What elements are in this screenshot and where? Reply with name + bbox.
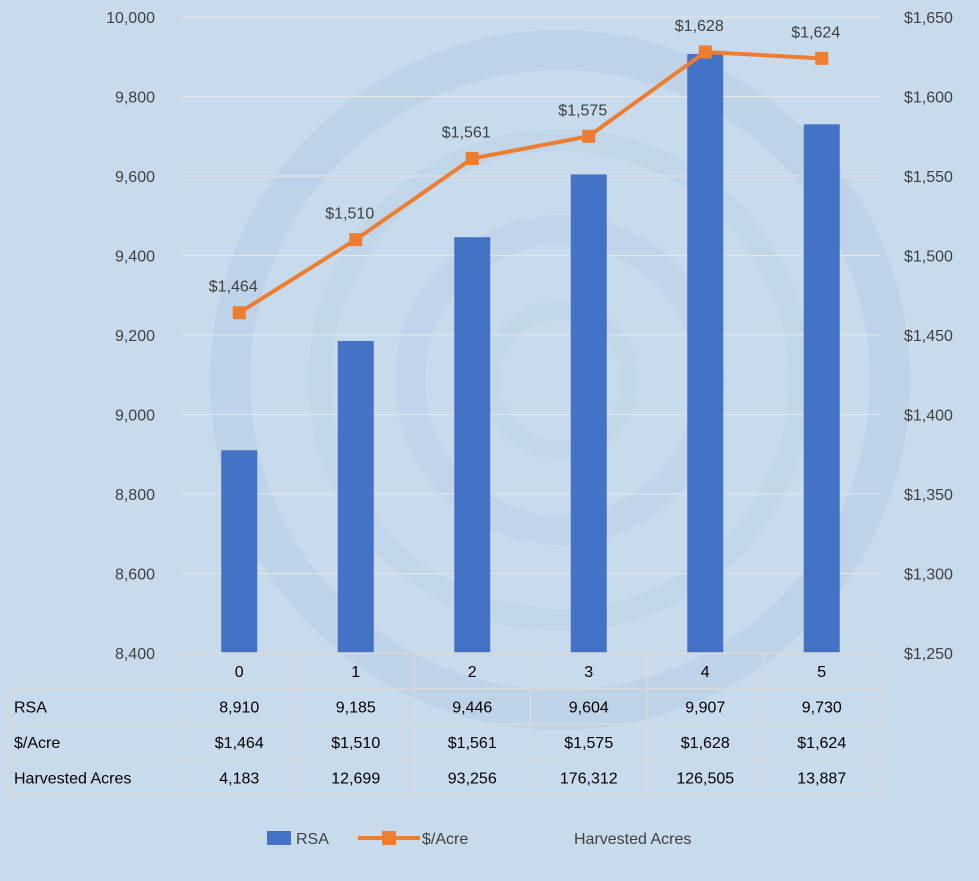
right-axis-tick-label: $1,550 bbox=[904, 169, 953, 186]
table-cell: 9,907 bbox=[685, 700, 725, 717]
bar-rsa bbox=[337, 340, 374, 653]
gridlines bbox=[181, 16, 880, 654]
category-label: 0 bbox=[235, 664, 244, 681]
line-point bbox=[582, 129, 596, 143]
legend-swatch-rsa bbox=[267, 831, 291, 845]
right-axis-tick-label: $1,650 bbox=[904, 10, 953, 27]
table-cell: 93,256 bbox=[448, 771, 497, 788]
right-axis-tick-label: $1,500 bbox=[904, 249, 953, 266]
left-axis-tick-label: 9,000 bbox=[115, 408, 155, 425]
bar-rsa bbox=[803, 124, 840, 653]
legend: RSA $/Acre Harvested Acres bbox=[267, 831, 691, 848]
table-cell: 12,699 bbox=[331, 771, 380, 788]
table-cell: $1,464 bbox=[215, 735, 264, 752]
bar-rsa bbox=[570, 174, 607, 653]
left-axis-tick-label: 9,800 bbox=[115, 90, 155, 107]
left-axis-tick-label: 8,400 bbox=[115, 646, 155, 663]
table-cell: 9,446 bbox=[452, 700, 492, 717]
line-point bbox=[698, 45, 712, 59]
left-axis-tick-label: 8,800 bbox=[115, 487, 155, 504]
right-axis-tick-label: $1,450 bbox=[904, 328, 953, 345]
data-label-dollar-per-acre: $1,464 bbox=[209, 279, 258, 296]
table-cell: 13,887 bbox=[797, 771, 846, 788]
left-axis-tick-label: 10,000 bbox=[106, 10, 155, 27]
left-axis: 8,400 8,600 8,800 9,000 9,200 9,400 9,600 9,800… bbox=[106, 10, 155, 663]
data-table: 0 1 2 3 4 5 RSA 8,910 9,185 9,446 9,604 9,907 9,730 $… bbox=[7, 652, 881, 796]
table-cell: $1,561 bbox=[448, 735, 497, 752]
legend-label-rsa: RSA bbox=[296, 831, 329, 848]
table-cell: 9,730 bbox=[802, 700, 842, 717]
bars bbox=[221, 53, 840, 653]
category-label: 4 bbox=[701, 664, 710, 681]
table-cell: 9,185 bbox=[336, 700, 376, 717]
left-axis-tick-label: 8,600 bbox=[115, 567, 155, 584]
data-label-dollar-per-acre: $1,628 bbox=[675, 18, 724, 35]
category-label: 3 bbox=[584, 664, 593, 681]
line-point bbox=[349, 233, 363, 247]
left-axis-tick-label: 9,600 bbox=[115, 169, 155, 186]
line-series: $1,464 $1,510 $1,561 $1,575 $1,628 $1,624 bbox=[209, 18, 840, 320]
table-cell: 9,604 bbox=[569, 700, 609, 717]
data-label-dollar-per-acre: $1,561 bbox=[442, 125, 491, 142]
line-point bbox=[232, 306, 246, 320]
right-axis-tick-label: $1,400 bbox=[904, 408, 953, 425]
table-cell: 8,910 bbox=[219, 700, 259, 717]
category-label: 1 bbox=[351, 664, 360, 681]
data-label-dollar-per-acre: $1,624 bbox=[791, 24, 840, 41]
table-row-label: $/Acre bbox=[14, 735, 60, 752]
legend-label-dollar-per-acre: $/Acre bbox=[422, 831, 468, 848]
bar-rsa bbox=[687, 53, 724, 653]
left-axis-tick-label: 9,400 bbox=[115, 249, 155, 266]
table-cell: $1,628 bbox=[681, 735, 730, 752]
line-point bbox=[465, 152, 479, 166]
right-axis-tick-label: $1,300 bbox=[904, 567, 953, 584]
category-label: 5 bbox=[817, 664, 826, 681]
line-dollar-per-acre bbox=[238, 49, 822, 315]
legend-label-harvested-acres: Harvested Acres bbox=[574, 831, 691, 848]
table-row-label: RSA bbox=[14, 700, 47, 717]
right-axis-tick-label: $1,250 bbox=[904, 646, 953, 663]
category-label: 2 bbox=[468, 664, 477, 681]
left-axis-tick-label: 9,200 bbox=[115, 328, 155, 345]
table-cell: $1,575 bbox=[564, 735, 613, 752]
data-label-dollar-per-acre: $1,575 bbox=[558, 102, 607, 119]
table-cell: $1,510 bbox=[331, 735, 380, 752]
right-axis: $1,250 $1,300 $1,350 $1,400 $1,450 $1,500 $1,5… bbox=[904, 10, 953, 663]
right-axis-tick-label: $1,350 bbox=[904, 487, 953, 504]
table-cell: 126,505 bbox=[676, 771, 734, 788]
table-cell: 176,312 bbox=[560, 771, 618, 788]
bar-rsa bbox=[454, 237, 491, 653]
right-axis-tick-label: $1,600 bbox=[904, 90, 953, 107]
table-cell: 4,183 bbox=[219, 771, 259, 788]
data-label-dollar-per-acre: $1,510 bbox=[325, 206, 374, 223]
legend-swatch-marker bbox=[382, 831, 396, 845]
table-row-label: Harvested Acres bbox=[14, 771, 131, 788]
line-point bbox=[815, 51, 829, 65]
table-cell: $1,624 bbox=[797, 735, 846, 752]
bar-rsa bbox=[221, 450, 258, 653]
